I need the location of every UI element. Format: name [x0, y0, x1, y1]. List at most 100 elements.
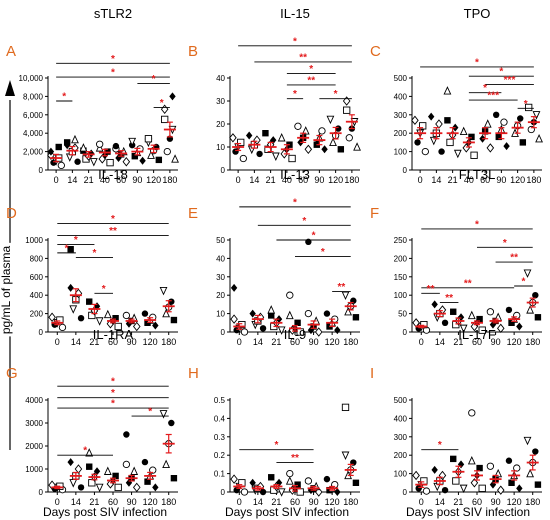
data-point-1-0 [77, 484, 85, 491]
data-point-2-4 [450, 308, 457, 315]
y-tick-label: 500 [394, 74, 408, 83]
data-point-6-1 [344, 306, 353, 316]
data-point-0-0 [421, 147, 429, 156]
data-point-0-4 [48, 480, 56, 490]
significance-label: * [152, 74, 156, 85]
y-tick-label: 1000 [25, 236, 43, 245]
data-point-5-0 [503, 142, 510, 151]
data-point-4-0 [486, 143, 495, 153]
y-tick-label: 200 [394, 129, 408, 138]
data-point-2-1 [446, 138, 454, 147]
panel-letter: F [370, 205, 379, 222]
significance-label: * [503, 238, 507, 249]
x-tick-label: 21 [89, 497, 99, 507]
data-point-6-1 [162, 459, 171, 469]
data-point-5-3 [149, 466, 157, 474]
data-point-4-3 [483, 119, 492, 128]
data-point-2-4 [450, 455, 457, 463]
y-tick-label: 150 [394, 273, 408, 282]
data-point-7-4 [161, 115, 169, 124]
data-point-0-4 [411, 115, 419, 126]
panel-letter: G [6, 365, 18, 382]
data-point-6-3 [168, 419, 175, 427]
data-point-5-0 [152, 483, 159, 492]
data-point-2-0 [459, 324, 468, 334]
data-point-4-4 [304, 309, 313, 318]
data-point-0-0 [240, 488, 249, 496]
data-point-3-3 [476, 464, 483, 472]
y-tick-label: 600 [30, 273, 44, 282]
significance-label: * [293, 36, 297, 47]
data-point-3-3 [112, 315, 119, 322]
data-point-6-4 [341, 291, 350, 300]
data-point-4-3 [130, 466, 139, 475]
data-point-0-0 [239, 154, 247, 163]
x-tick-label: 14 [71, 337, 81, 347]
x-tick-label: 21 [266, 175, 276, 185]
y-tick-label: 30 [216, 273, 225, 282]
y-tick-label: 200 [30, 310, 44, 319]
data-point-4-0 [304, 144, 313, 155]
y-tick-label: 0 [403, 328, 408, 337]
data-point-3-3 [294, 481, 301, 488]
data-point-1-6 [71, 134, 79, 144]
data-point-0-5 [47, 147, 55, 156]
x-tick-label: 0 [237, 497, 242, 507]
data-point-3-4 [467, 310, 476, 320]
x-tick-label: 90 [491, 497, 501, 507]
y-tick-label: 300 [394, 111, 408, 120]
significance-label: * [293, 89, 297, 100]
data-point-3-4 [285, 310, 294, 320]
y-tick-label: 0.4 [214, 414, 226, 423]
x-tick-label: 60 [116, 175, 126, 185]
data-point-6-4 [159, 410, 168, 419]
y-tick-label: 2,000 [23, 148, 44, 157]
data-point-3-3 [468, 133, 475, 141]
data-point-1-4 [431, 465, 438, 474]
data-point-4-4 [486, 308, 495, 316]
data-point-2-5 [443, 86, 452, 95]
x-tick-label: 14 [435, 497, 445, 507]
data-point-6-3 [517, 115, 524, 122]
data-point-1-0 [259, 325, 267, 332]
significance-label: * [499, 67, 503, 78]
data-point-7-1 [345, 134, 353, 142]
data-point-1-4 [427, 112, 435, 121]
data-point-4-4 [294, 122, 302, 130]
x-tick-label: 21 [89, 337, 99, 347]
data-point-3-5 [286, 469, 294, 478]
x-tick-label: 14 [431, 175, 441, 185]
panel-letter: E [188, 205, 198, 222]
x-tick-label: 40 [464, 175, 474, 185]
y-arrow-head-top [5, 80, 15, 96]
x-tick-label: 180 [525, 337, 540, 347]
data-point-5-0 [516, 484, 523, 493]
data-point-2-4 [262, 130, 269, 137]
data-point-2-4 [86, 463, 93, 470]
data-point-5-0 [321, 145, 328, 154]
y-tick-label: 40 [216, 254, 225, 263]
y-tick-label: 400 [394, 414, 408, 423]
x-tick-label: 90 [127, 497, 137, 507]
data-point-0-0 [422, 487, 431, 495]
y-tick-label: 0 [403, 166, 408, 175]
data-point-0-4 [229, 133, 237, 143]
data-point-7-4 [343, 106, 351, 114]
data-point-4-0 [314, 327, 323, 337]
x-tick-label: 120 [143, 337, 158, 347]
significance-label: *** [504, 75, 516, 86]
x-axis-label-left: Days post SIV infection [43, 505, 167, 519]
significance-label: ** [510, 253, 518, 264]
data-point-5-4 [141, 458, 149, 466]
data-point-3-5 [286, 291, 294, 299]
y-tick-label: 40 [216, 74, 225, 83]
data-point-2-3 [93, 467, 101, 476]
data-point-5-0 [516, 322, 523, 331]
significance-label: * [302, 216, 306, 227]
y-tick-label: 0 [221, 166, 226, 175]
significance-label: * [111, 399, 115, 410]
panel-title: IL-18 [98, 167, 128, 182]
data-point-3-4 [103, 309, 112, 319]
data-point-3-3 [476, 315, 483, 323]
